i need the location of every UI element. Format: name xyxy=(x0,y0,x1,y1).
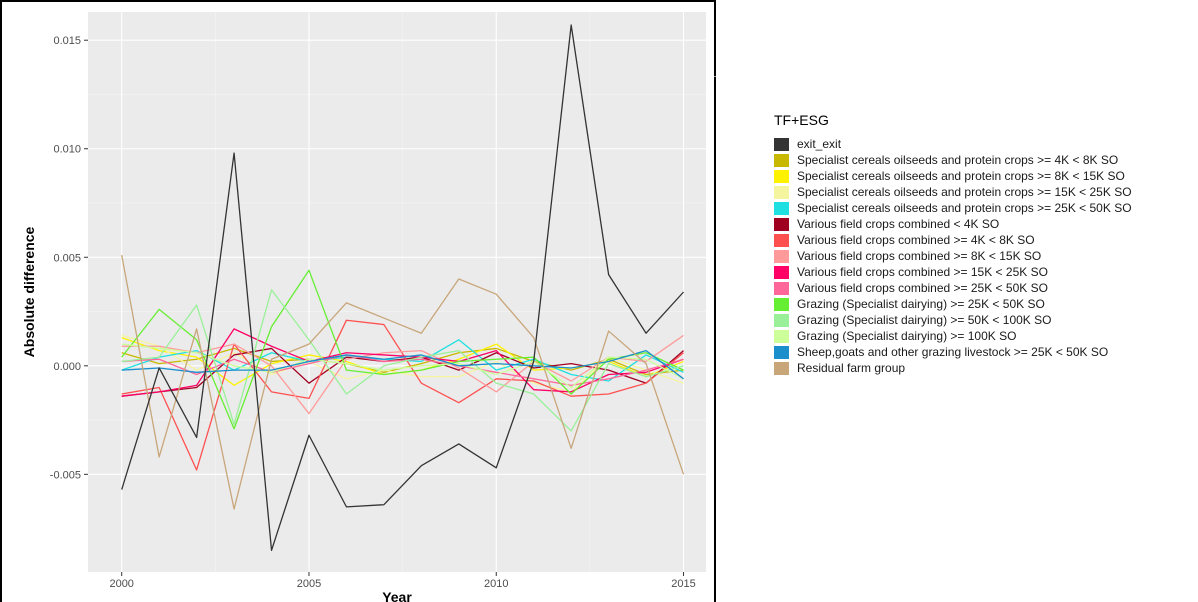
legend-item: Grazing (Specialist dairying) >= 100K SO xyxy=(774,328,1132,344)
legend-item: Specialist cereals oilseeds and protein … xyxy=(774,152,1132,168)
legend-item: Various field crops combined >= 25K < 50… xyxy=(774,280,1132,296)
legend-label: Various field crops combined >= 25K < 50… xyxy=(797,281,1048,295)
legend-label: Grazing (Specialist dairying) >= 50K < 1… xyxy=(797,313,1052,327)
legend-key xyxy=(774,153,789,167)
series-lines xyxy=(121,24,685,551)
x-tick-label: 2010 xyxy=(484,578,508,590)
series-line xyxy=(121,343,684,389)
series-line xyxy=(121,328,684,397)
legend-key xyxy=(774,345,789,359)
y-tick-label: -0.005 xyxy=(50,469,81,481)
legend-key xyxy=(774,329,789,343)
legend-label: Specialist cereals oilseeds and protein … xyxy=(797,185,1132,199)
legend-item: Various field crops combined >= 15K < 25… xyxy=(774,264,1132,280)
axis-ticks: 2000 2005 2010 2015 -0.005 0.000 0.005 0.010 0.0… xyxy=(50,35,696,590)
legend-label: Various field crops combined < 4K SO xyxy=(797,217,1000,231)
y-axis-title: Absolute difference xyxy=(21,226,37,357)
legend-item: Grazing (Specialist dairying) >= 50K < 1… xyxy=(774,312,1132,328)
legend-item: Various field crops combined < 4K SO xyxy=(774,216,1132,232)
legend-key xyxy=(774,297,789,311)
legend-item: Specialist cereals oilseeds and protein … xyxy=(774,200,1132,216)
legend-key xyxy=(774,217,789,231)
series-line xyxy=(121,24,685,551)
legend-key xyxy=(774,265,789,279)
series-line xyxy=(121,269,684,430)
legend-item: Various field crops combined >= 4K < 8K … xyxy=(774,232,1132,248)
legend-label: exit_exit xyxy=(797,137,842,151)
x-tick-label: 2005 xyxy=(297,578,321,590)
legend-item: Specialist cereals oilseeds and protein … xyxy=(774,168,1132,184)
plot-background xyxy=(88,12,706,572)
series-line xyxy=(121,319,684,471)
legend-item: Various field crops combined >= 8K < 15K… xyxy=(774,248,1132,264)
chart-frame xyxy=(0,0,716,602)
y-tick-label: 0.015 xyxy=(53,35,81,47)
legend-key xyxy=(774,185,789,199)
legend-label: Residual farm group xyxy=(797,361,906,375)
legend-label: Sheep,goats and other grazing livestock … xyxy=(797,345,1109,359)
series-line xyxy=(121,289,684,432)
legend-key xyxy=(774,313,789,327)
legend-title: TF+ESG xyxy=(774,112,829,128)
y-tick-label: 0.010 xyxy=(53,144,81,156)
series-line xyxy=(121,334,684,393)
legend-label: Grazing (Specialist dairying) >= 25K < 5… xyxy=(797,297,1045,311)
legend-item: Sheep,goats and other grazing livestock … xyxy=(774,344,1132,360)
legend-item: Specialist cereals oilseeds and protein … xyxy=(774,184,1132,200)
x-axis-title: Year xyxy=(382,589,412,602)
legend-label: Grazing (Specialist dairying) >= 100K SO xyxy=(797,329,1017,343)
series-line xyxy=(121,349,684,380)
legend-key xyxy=(774,169,789,183)
legend-label: Various field crops combined >= 8K < 15K… xyxy=(797,249,1042,263)
series-line xyxy=(121,254,685,510)
legend-key xyxy=(774,361,789,375)
legend-key xyxy=(774,281,789,295)
legend-item: Grazing (Specialist dairying) >= 25K < 5… xyxy=(774,296,1132,312)
legend-key xyxy=(774,201,789,215)
legend-label: Specialist cereals oilseeds and protein … xyxy=(797,169,1125,183)
legend-key xyxy=(774,137,789,151)
legend-label: Various field crops combined >= 4K < 8K … xyxy=(797,233,1035,247)
legend-label: Specialist cereals oilseeds and protein … xyxy=(797,153,1119,167)
legend-label: Specialist cereals oilseeds and protein … xyxy=(797,201,1132,215)
legend-item: exit_exit xyxy=(774,136,1132,152)
legend-label: Various field crops combined >= 15K < 25… xyxy=(797,265,1048,279)
series-line xyxy=(121,334,684,415)
y-tick-label: 0.000 xyxy=(53,361,81,373)
legend-items: exit_exit Specialist cereals oilseeds and… xyxy=(774,136,1132,376)
legend: TF+ESG exit_exit Specialist cereals oilse… xyxy=(774,112,1132,376)
x-tick-label: 2000 xyxy=(109,578,133,590)
legend-key xyxy=(774,249,789,263)
frame-edge-mark xyxy=(714,76,716,77)
legend-item: Residual farm group xyxy=(774,360,1132,376)
line-chart: 2000 2005 2010 2015 -0.005 0.000 0.005 0.010 0.0… xyxy=(21,12,706,602)
y-tick-label: 0.005 xyxy=(53,252,81,264)
x-tick-label: 2015 xyxy=(671,578,695,590)
legend-key xyxy=(774,233,789,247)
